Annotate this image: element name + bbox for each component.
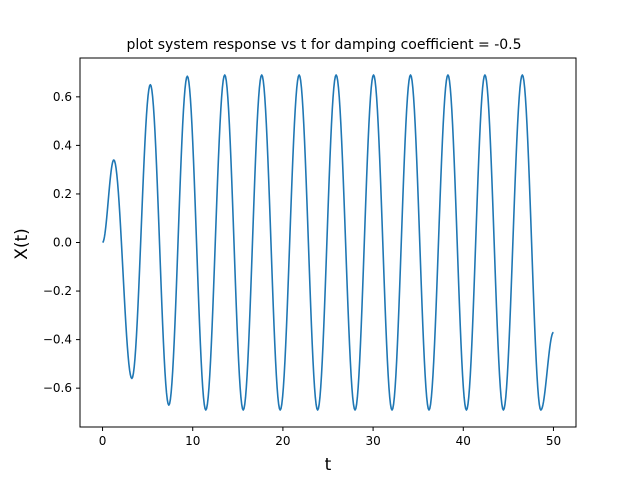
y-tick-label: −0.2 (43, 284, 72, 298)
y-tick-label: 0.0 (53, 236, 72, 250)
plot-area (102, 74, 554, 411)
x-tick-label: 10 (185, 434, 200, 448)
axes-frame (79, 57, 577, 428)
x-tick-label: 20 (275, 434, 290, 448)
chart-title: plot system response vs t for damping co… (126, 37, 521, 53)
series-line (102, 74, 554, 411)
y-tick-label: −0.6 (43, 381, 72, 395)
x-tick-label: 50 (546, 434, 561, 448)
y-tick-label: −0.4 (43, 333, 72, 347)
y-tick-label: 0.4 (53, 138, 72, 152)
x-tick-label: 40 (456, 434, 471, 448)
y-tick-label: 0.6 (53, 90, 72, 104)
x-tick-label: 30 (365, 434, 380, 448)
x-axis-label: t (325, 455, 332, 475)
x-tick-label: 0 (99, 434, 107, 448)
y-axis-label: X(t) (12, 228, 32, 260)
y-tick-label: 0.2 (53, 187, 72, 201)
x-axis: 0 10 20 30 40 50 (99, 427, 561, 448)
y-axis: −0.6 −0.4 −0.2 0.0 0.2 0.4 0.6 (43, 90, 80, 395)
